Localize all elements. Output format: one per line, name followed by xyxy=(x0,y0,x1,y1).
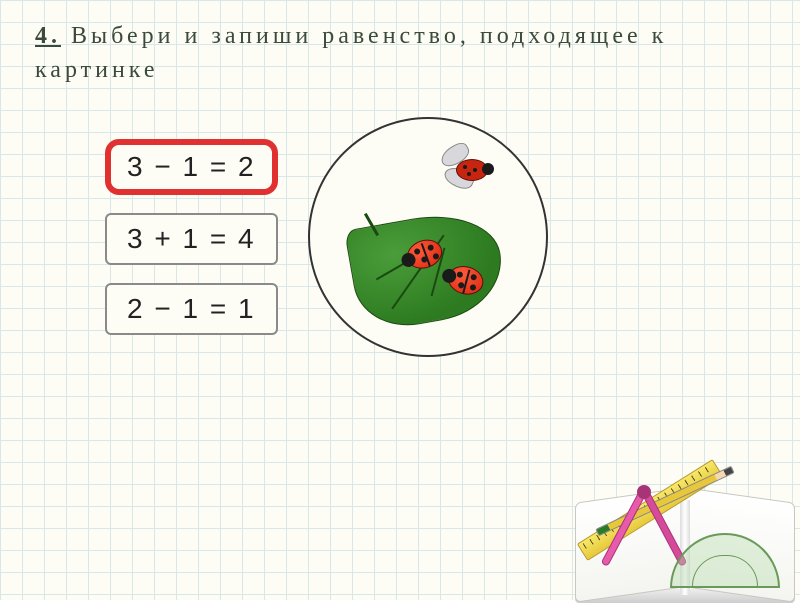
equation-option-1[interactable]: 3 − 1 = 2 xyxy=(105,139,278,195)
task-content-row: 3 − 1 = 2 3 + 1 = 4 2 − 1 = 1 xyxy=(105,117,765,357)
stationery-decoration xyxy=(540,430,800,600)
task-number: 4. xyxy=(35,23,61,49)
leaf xyxy=(352,217,502,327)
picture-scene xyxy=(308,117,548,357)
task-text-body: Выбери и запиши равенство, подходящее к … xyxy=(35,23,667,83)
ladybug-flying xyxy=(436,141,506,191)
equation-option-3[interactable]: 2 − 1 = 1 xyxy=(105,283,278,335)
equation-option-2[interactable]: 3 + 1 = 4 xyxy=(105,213,278,265)
task-prompt: 4. Выбери и запиши равенство, подходящее… xyxy=(35,20,765,87)
equation-options: 3 − 1 = 2 3 + 1 = 4 2 − 1 = 1 xyxy=(105,139,278,335)
ladybug-head-icon xyxy=(482,163,494,175)
